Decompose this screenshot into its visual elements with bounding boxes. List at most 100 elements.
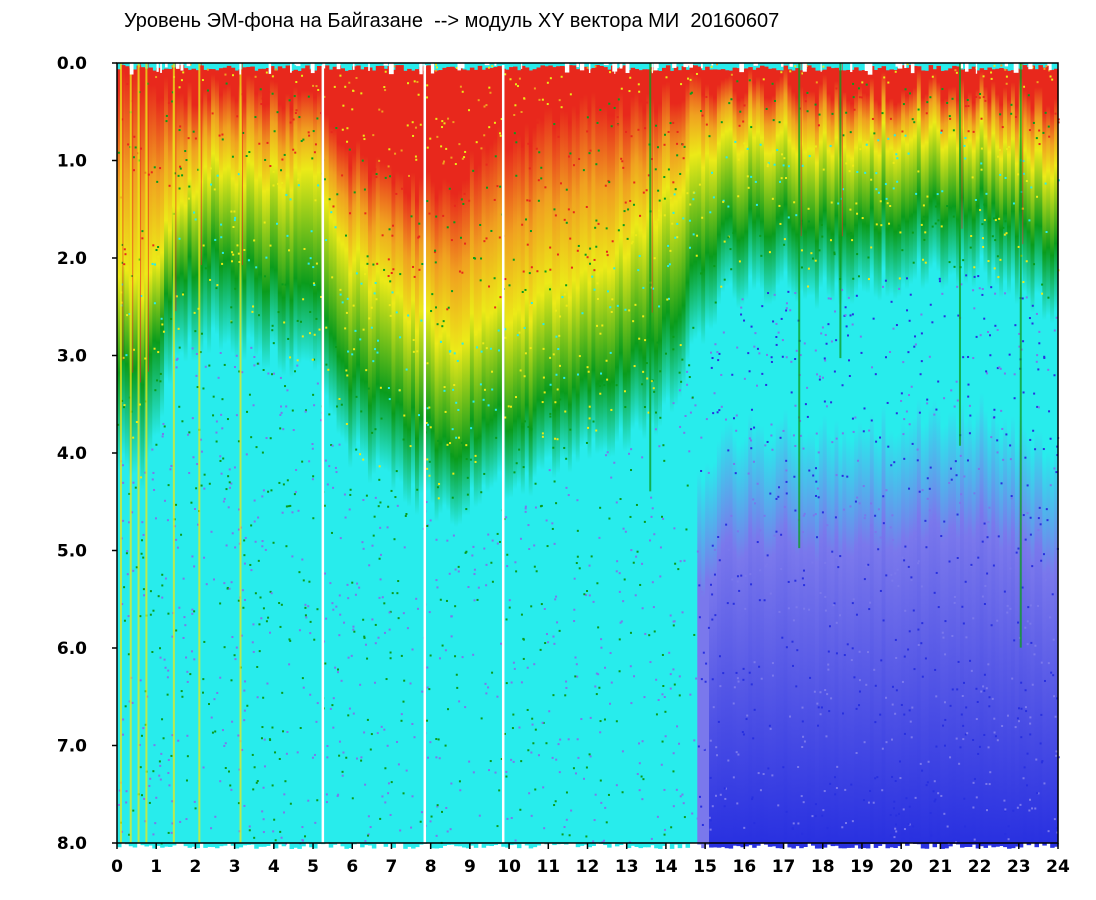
heatmap-dot — [643, 696, 646, 699]
heatmap-dot — [826, 827, 829, 830]
heatmap-dot — [996, 739, 999, 742]
heatmap-dot — [736, 530, 739, 533]
heatmap-dot — [927, 760, 930, 763]
heatmap-dot — [1042, 553, 1045, 556]
heatmap-dot — [191, 417, 194, 420]
heatmap-dot — [456, 686, 459, 689]
heatmap-dot — [1018, 332, 1021, 335]
heatmap-dot — [1052, 638, 1055, 641]
heatmap-dot — [588, 594, 591, 597]
heatmap-dot — [1004, 808, 1007, 811]
heatmap-dot — [343, 493, 346, 496]
heatmap-dot — [1050, 105, 1053, 108]
heatmap-dot — [937, 219, 940, 222]
heatmap-dot — [773, 293, 776, 296]
heatmap-dot — [508, 606, 511, 609]
heatmap-dot — [1052, 674, 1055, 677]
heatmap-dot — [1035, 360, 1038, 363]
heatmap-dot — [732, 776, 735, 779]
heatmap-dot — [463, 156, 466, 159]
heatmap-dot — [1029, 798, 1032, 801]
heatmap-dot — [724, 787, 727, 790]
heatmap-dot — [884, 279, 887, 282]
heatmap-column — [234, 70, 240, 849]
heatmap-dot — [510, 758, 513, 761]
heatmap-dot — [665, 76, 668, 79]
heatmap-dot — [230, 788, 233, 791]
heatmap-dot — [877, 548, 880, 551]
heatmap-dot — [439, 340, 442, 343]
heatmap-dot — [857, 87, 860, 90]
heatmap-dot — [627, 208, 630, 211]
heatmap-dot — [899, 777, 902, 780]
heatmap-dot — [746, 175, 749, 178]
heatmap-column — [305, 65, 310, 844]
heatmap-dot — [770, 434, 773, 437]
heatmap-dot — [274, 751, 277, 754]
heatmap-dot — [771, 448, 774, 451]
heatmap-dot — [620, 87, 623, 90]
heatmap-dot — [250, 569, 253, 572]
heatmap-dot — [289, 504, 292, 507]
heatmap-dot — [815, 480, 818, 483]
heatmap-dot — [711, 357, 714, 360]
heatmap-dot — [461, 157, 464, 160]
heatmap-dot — [264, 275, 267, 278]
heatmap-dot — [733, 686, 736, 689]
heatmap-column — [1034, 69, 1039, 848]
heatmap-dot — [508, 599, 511, 602]
heatmap-dot — [479, 223, 482, 226]
heatmap-column — [360, 69, 365, 848]
heatmap-dot — [977, 275, 980, 278]
heatmap-dot — [631, 240, 634, 243]
heatmap-dot — [314, 821, 317, 824]
heatmap-dot — [458, 780, 461, 783]
heatmap-dot — [211, 731, 214, 734]
heatmap-dot — [363, 138, 366, 141]
heatmap-dot — [141, 237, 144, 240]
heatmap-dot — [931, 321, 934, 324]
heatmap-dot — [608, 181, 611, 184]
heatmap-dot — [154, 263, 157, 266]
heatmap-dot — [417, 414, 420, 417]
top-edge-notch — [975, 63, 978, 74]
heatmap-dot — [413, 275, 416, 278]
heatmap-dot — [1045, 65, 1048, 68]
heatmap-dot — [956, 285, 959, 288]
heatmap-dot — [522, 657, 525, 660]
heatmap-dot — [256, 665, 259, 668]
heatmap-dot — [175, 366, 178, 369]
heatmap-dot — [253, 836, 256, 839]
heatmap-dot — [742, 733, 745, 736]
heatmap-dot — [361, 541, 364, 544]
heatmap-dot — [835, 87, 838, 90]
heatmap-dot — [387, 782, 390, 785]
heatmap-column — [336, 65, 342, 844]
heatmap-dot — [996, 367, 999, 370]
heatmap-dot — [313, 151, 316, 154]
heatmap-dot — [520, 111, 523, 114]
heatmap-dot — [682, 217, 685, 220]
heatmap-dot — [652, 606, 655, 609]
heatmap-dot — [316, 702, 319, 705]
heatmap-dot — [615, 570, 618, 573]
heatmap-dot — [818, 249, 821, 252]
heatmap-dot — [1029, 516, 1032, 519]
heatmap-dot — [672, 181, 675, 184]
heatmap-dot — [328, 413, 331, 416]
heatmap-dot — [640, 775, 643, 778]
y-axis-ticks: 0.01.02.03.04.05.06.07.08.0 — [57, 54, 117, 854]
heatmap-dot — [891, 514, 894, 517]
heatmap-dot — [178, 237, 181, 240]
heatmap-dot — [782, 766, 785, 769]
heatmap-dot — [326, 483, 329, 486]
heatmap-dot — [311, 443, 314, 446]
heatmap-dot — [765, 383, 768, 386]
heatmap-dot — [711, 593, 714, 596]
heatmap-dot — [812, 474, 815, 477]
heatmap-dot — [1013, 373, 1016, 376]
heatmap-dot — [565, 304, 568, 307]
heatmap-dot — [835, 787, 838, 790]
top-edge-notch — [322, 63, 326, 69]
heatmap-dot — [554, 437, 557, 440]
